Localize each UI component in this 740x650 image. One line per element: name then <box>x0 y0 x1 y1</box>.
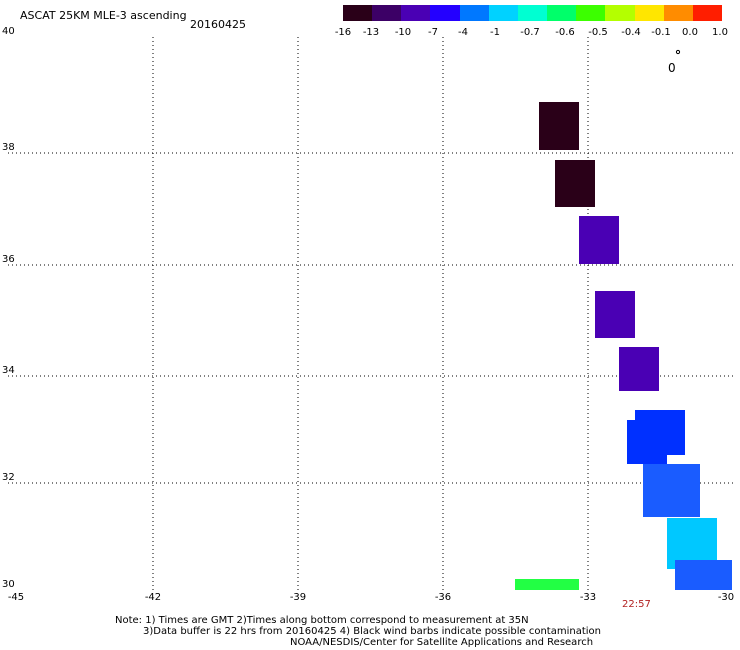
color-scale-swatch <box>663 5 693 21</box>
color-scale-swatch <box>692 5 723 21</box>
wind-barb-label: 0 <box>668 61 676 75</box>
color-scale-label: -13 <box>362 27 380 38</box>
longitude-label: -36 <box>434 592 452 603</box>
swath-cell <box>595 291 635 338</box>
color-scale-label: -16 <box>334 27 352 38</box>
color-scale-swatch <box>634 5 664 21</box>
swath-cell <box>643 464 700 517</box>
latitude-label: 34 <box>2 365 15 376</box>
longitude-label: -45 <box>7 592 25 603</box>
latitude-label: 30 <box>2 579 15 590</box>
note-line-1: Note: 1) Times are GMT 2)Times along bot… <box>115 615 529 626</box>
swath-cell <box>627 420 667 464</box>
lat-lon-grid <box>8 37 733 590</box>
wind-barb-marker <box>675 49 681 55</box>
color-scale-label: -0.5 <box>588 27 608 38</box>
note-line-3: NOAA/NESDIS/Center for Satellite Applica… <box>290 637 594 648</box>
longitude-label: -39 <box>289 592 307 603</box>
swath-cell <box>579 216 619 264</box>
data-swath <box>515 102 732 590</box>
color-scale-swatch <box>576 5 606 21</box>
latitude-label: 36 <box>2 254 15 265</box>
color-scale-swatch <box>605 5 635 21</box>
color-scale-label: -4 <box>458 27 468 38</box>
latitude-label: 32 <box>2 472 15 483</box>
swath-cell <box>619 347 659 391</box>
color-scale-swatch <box>459 5 489 21</box>
map-date: 20160425 <box>190 18 246 31</box>
note-line-2: 3)Data buffer is 22 hrs from 20160425 4)… <box>143 626 601 637</box>
swath-cell <box>515 579 579 590</box>
latitude-label: 40 <box>2 26 15 37</box>
color-scale-label: -1 <box>490 27 500 38</box>
swath-cell <box>555 160 595 207</box>
color-scale-swatch <box>488 5 518 21</box>
map-title: ASCAT 25KM MLE-3 ascending <box>20 9 187 22</box>
latitude-label: 38 <box>2 142 15 153</box>
color-scale-label: -0.7 <box>520 27 540 38</box>
swath-cell <box>675 560 732 590</box>
color-scale-label: -7 <box>428 27 438 38</box>
color-scale-swatch <box>547 5 577 21</box>
pass-time-label: 22:57 <box>622 599 651 610</box>
color-scale-label: 0.0 <box>682 27 698 38</box>
color-scale-label: -10 <box>394 27 412 38</box>
color-scale-bar <box>343 5 723 21</box>
color-scale-label: -0.4 <box>621 27 641 38</box>
color-scale-label: -0.6 <box>555 27 575 38</box>
longitude-label: -33 <box>579 592 597 603</box>
color-scale-swatch <box>401 5 431 21</box>
color-scale-swatch <box>372 5 402 21</box>
color-scale-label: -0.1 <box>651 27 671 38</box>
color-scale-swatch <box>430 5 460 21</box>
longitude-label: -42 <box>144 592 162 603</box>
color-scale-label: 1.0 <box>712 27 728 38</box>
color-scale-swatch <box>343 5 373 21</box>
swath-cell <box>539 102 579 150</box>
longitude-label: -30 <box>717 592 735 603</box>
color-scale-swatch <box>517 5 548 21</box>
